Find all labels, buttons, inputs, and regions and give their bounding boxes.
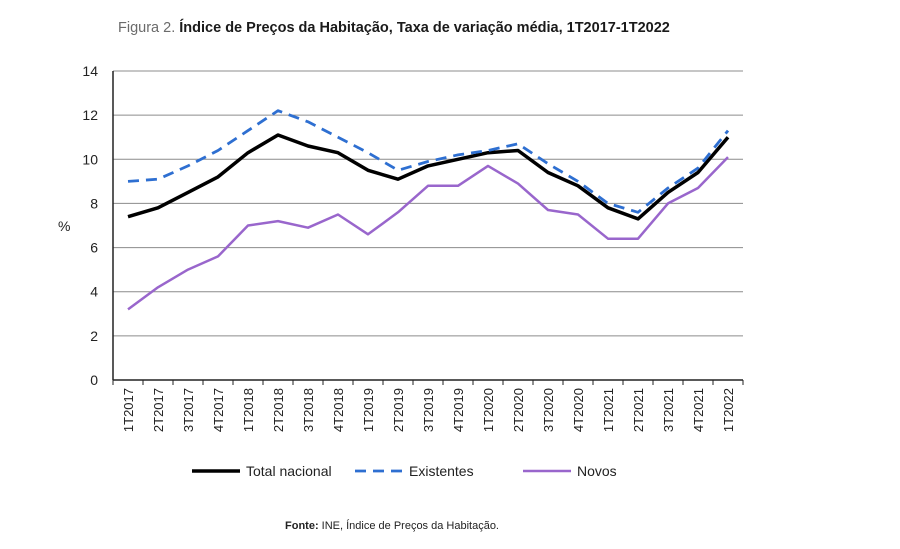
x-tick-label: 1T2017 [121,388,136,432]
legend-label-0: Total nacional [246,463,332,479]
x-tick-label: 2T2019 [391,388,406,432]
x-tick-label: 4T2021 [691,388,706,432]
y-tick-label: 0 [90,372,98,388]
x-tick-label: 1T2020 [481,388,496,432]
x-tick-label: 1T2018 [241,388,256,432]
y-tick-label: 10 [82,151,98,167]
y-tick-label: 14 [82,63,98,79]
y-tick-label: 8 [90,195,98,211]
legend-label-2: Novos [577,463,617,479]
x-tick-label: 2T2021 [631,388,646,432]
x-tick-label: 4T2019 [451,388,466,432]
x-tick-label: 3T2020 [541,388,556,432]
x-tick-label: 2T2018 [271,388,286,432]
y-axis-label: % [58,218,70,234]
legend-label-1: Existentes [409,463,474,479]
y-tick-label: 4 [90,284,98,300]
x-tick-label: 4T2017 [211,388,226,432]
x-tick-label: 4T2020 [571,388,586,432]
series-line-2 [127,156,729,311]
figure-title-text: Índice de Preços da Habitação, Taxa de v… [179,20,670,36]
source-label: Fonte: [285,520,319,532]
source-note: Fonte: INE, Índice de Preços da Habitaçã… [285,520,499,532]
x-tick-label: 2T2017 [151,388,166,432]
x-tick-label: 3T2019 [421,388,436,432]
x-tick-label: 3T2017 [181,388,196,432]
x-tick-label: 1T2019 [361,388,376,432]
x-tick-label: 2T2020 [511,388,526,432]
series-line-0 [127,133,730,221]
figure-label: Figura 2. [118,20,176,36]
x-tick-label: 4T2018 [331,388,346,432]
source-text: INE, Índice de Preços da Habitação. [321,520,499,532]
x-tick-label: 1T2021 [601,388,616,432]
y-tick-label: 2 [90,328,98,344]
y-tick-label: 12 [82,107,98,123]
x-tick-label: 1T2022 [721,388,736,432]
x-tick-label: 3T2018 [301,388,316,432]
x-tick-label: 3T2021 [661,388,676,432]
series-line-1 [127,109,730,214]
y-tick-label: 6 [90,240,98,256]
figure-title: Figura 2. Índice de Preços da Habitação,… [118,20,670,36]
